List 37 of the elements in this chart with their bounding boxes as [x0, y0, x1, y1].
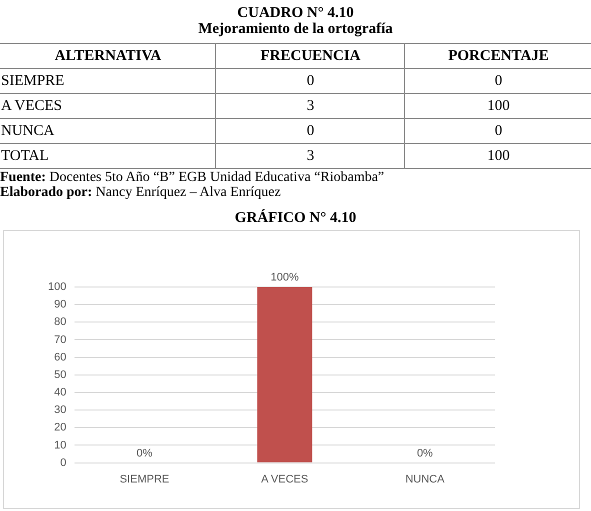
category-label: A VECES	[0, 94, 216, 118]
data-label: 100	[404, 94, 591, 118]
text: FRECUENCIA	[216, 44, 404, 68]
data-label: 0%	[136, 447, 153, 460]
y-tick-label: 0	[60, 456, 66, 469]
data-label: 0	[404, 68, 591, 94]
y-tick-label: 100	[48, 281, 66, 294]
y-tick-label: 80	[54, 316, 66, 328]
data-label: 3	[216, 94, 404, 118]
x-tick-label: A VECES	[261, 473, 308, 486]
x-tick-label: NUNCA	[405, 473, 446, 486]
data-label: 3	[216, 144, 404, 168]
y-tick-label: 40	[54, 386, 66, 399]
category-label: SIEMPRE	[0, 68, 216, 94]
y-tick-label: 10	[54, 439, 66, 452]
y-tick-label: 70	[54, 334, 66, 346]
data-label: 0	[404, 118, 591, 144]
text: PORCENTAJE	[404, 44, 591, 68]
chart-title: GRÁFICO N° 4.10	[234, 210, 358, 226]
y-tick-label: 50	[54, 368, 66, 381]
source-note: Fuente: Docentes 5to Año “B” EGB Unidad Educativa “Riobamba”	[0, 170, 384, 185]
category-label: TOTAL	[0, 144, 216, 168]
y-tick-label: 30	[54, 404, 66, 416]
data-label: 100%	[270, 272, 299, 284]
data-label: 0%	[416, 447, 434, 460]
category-label: NUNCA	[0, 118, 216, 144]
y-tick-label: 60	[54, 351, 66, 364]
text: ALTERNATIVA	[0, 44, 216, 68]
data-label: 0	[216, 68, 404, 94]
y-tick-label: 20	[54, 422, 66, 434]
data-label: 0	[216, 118, 404, 144]
data-label: 100	[404, 144, 591, 168]
y-tick-label: 90	[54, 298, 66, 311]
text: CUADRO N° 4.10	[236, 5, 355, 21]
x-tick-label: SIEMPRE	[120, 473, 170, 486]
text: Mejoramiento de la ortografía	[197, 21, 394, 37]
text: Elaborado por: Nancy Enríquez – Alva Enríquez	[0, 185, 281, 200]
